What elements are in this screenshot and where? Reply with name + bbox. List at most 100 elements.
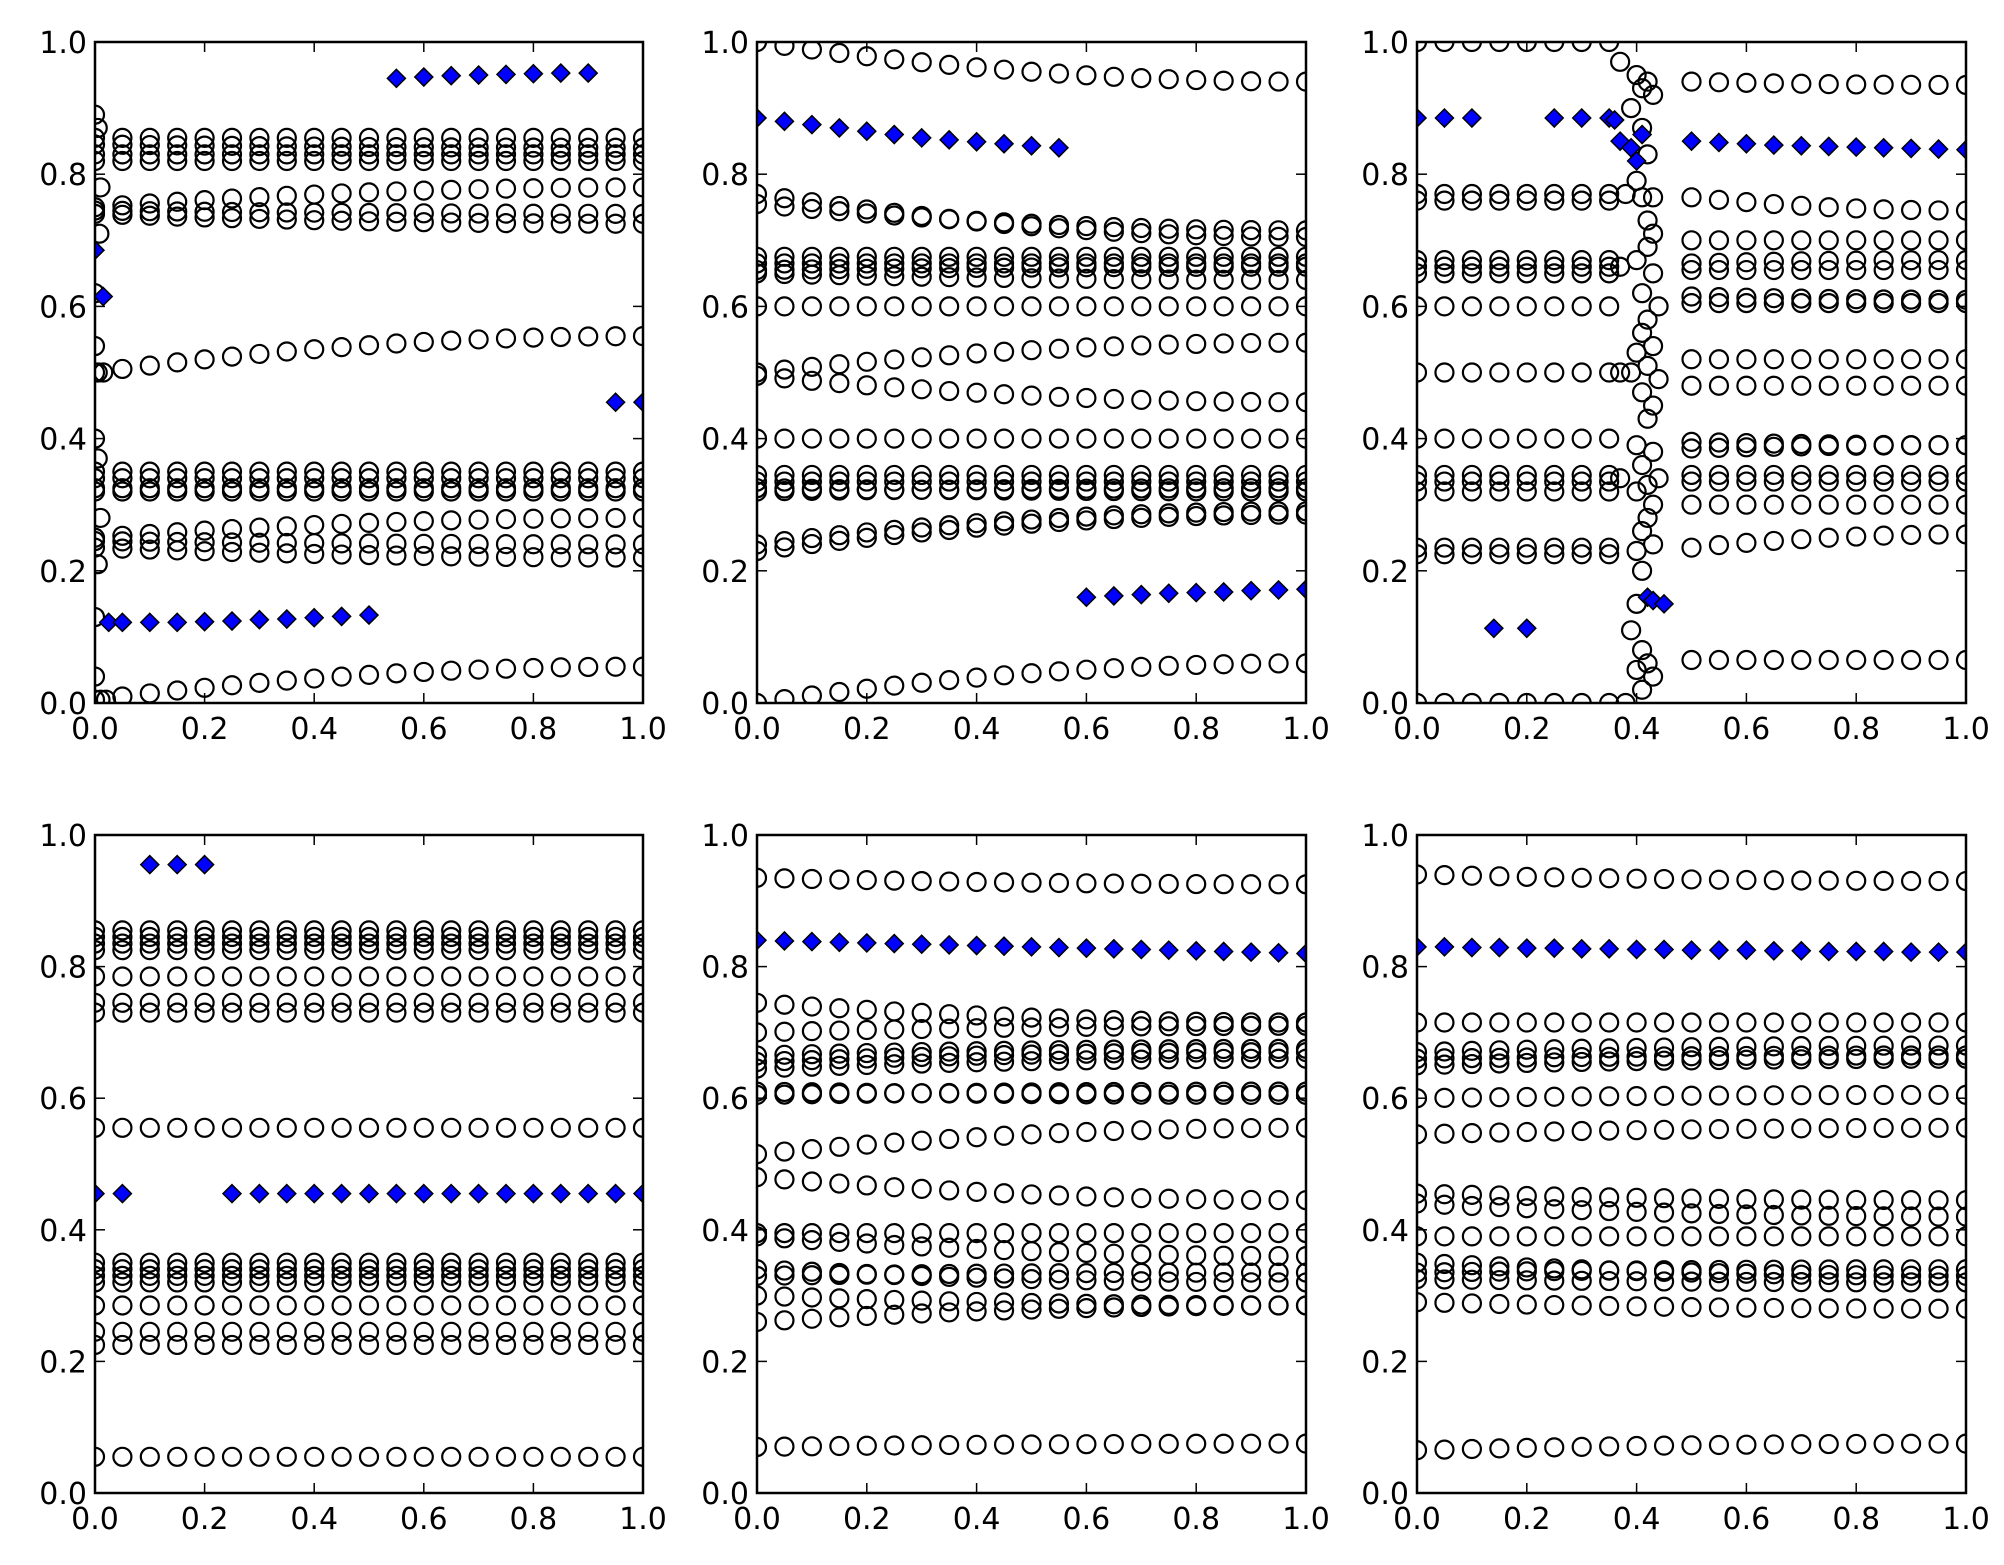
circle-point	[1213, 269, 1234, 290]
circle-point	[966, 57, 987, 78]
circle-point	[939, 1237, 960, 1258]
circle-point	[1763, 1012, 1784, 1033]
circle-point	[993, 59, 1015, 80]
circle-point	[331, 461, 352, 482]
circle-point	[966, 210, 987, 231]
circle-point	[1653, 1260, 1675, 1281]
circle-point	[441, 461, 462, 482]
circle-point	[441, 1265, 462, 1286]
circle-point	[966, 517, 987, 538]
circle-point	[1846, 435, 1867, 456]
circle-point	[468, 468, 489, 489]
circle-point	[801, 1230, 823, 1251]
circle-point	[1186, 296, 1207, 317]
circle-point	[1489, 190, 1510, 211]
circle-point	[578, 933, 599, 954]
circle-point	[1631, 560, 1653, 581]
circle-point	[1103, 246, 1124, 267]
circle-point	[386, 150, 407, 172]
circle-point	[1955, 292, 1966, 314]
circle-point	[1268, 71, 1289, 92]
circle-point	[331, 544, 352, 565]
circle-point	[1076, 1222, 1097, 1244]
circle-point	[1955, 1190, 1966, 1211]
circle-point	[1631, 283, 1653, 304]
circle-point	[757, 1265, 768, 1286]
circle-point	[1516, 1437, 1537, 1458]
circle-point	[605, 507, 626, 529]
circle-point	[221, 1002, 243, 1023]
circle-point	[632, 1321, 643, 1342]
circle-point	[856, 464, 877, 486]
circle-point	[1240, 653, 1262, 674]
circle-point	[801, 198, 823, 220]
circle-point	[95, 127, 106, 148]
diamond-point	[884, 933, 905, 954]
circle-point	[1434, 1269, 1455, 1290]
x-tick-label: 1.0	[619, 1502, 667, 1537]
circle-point	[95, 177, 111, 198]
circle-point	[468, 940, 489, 961]
circle-point	[884, 519, 905, 541]
circle-point	[95, 481, 106, 502]
circle-point	[1791, 349, 1812, 370]
circle-point	[1434, 1439, 1455, 1460]
circle-point	[523, 992, 544, 1013]
circle-point	[1928, 1206, 1949, 1227]
circle-point	[632, 547, 643, 568]
diamond-point	[1295, 579, 1306, 600]
circle-point	[829, 869, 850, 890]
circle-point	[194, 920, 215, 941]
circle-point	[358, 533, 380, 554]
circle-point	[1544, 867, 1565, 888]
diamond-point	[1846, 137, 1867, 158]
circle-point	[578, 1446, 599, 1467]
x-tick-label: 0.6	[1723, 712, 1771, 747]
circle-point	[1955, 1226, 1966, 1247]
circle-point	[757, 992, 768, 1013]
y-tick-label: 0.0	[701, 687, 749, 722]
circle-point	[757, 481, 768, 502]
circle-point	[1873, 1035, 1894, 1056]
circle-point	[1818, 527, 1839, 548]
circle-point	[331, 136, 352, 157]
circle-point	[1240, 428, 1262, 449]
diamond-point	[221, 610, 243, 632]
circle-point	[194, 1334, 215, 1356]
circle-point	[1818, 292, 1839, 314]
circle-point	[1736, 1297, 1757, 1318]
circle-point	[1653, 1050, 1675, 1071]
circle-point	[1295, 392, 1306, 413]
x-tick-label: 0.8	[510, 712, 558, 747]
circle-point	[1599, 1270, 1620, 1292]
circle-point	[1626, 1296, 1647, 1317]
circle-point	[605, 461, 626, 482]
circle-point	[939, 1302, 960, 1323]
circle-point	[139, 1259, 160, 1280]
circle-point	[331, 926, 352, 948]
circle-point	[1900, 1012, 1922, 1033]
x-tick-label: 0.4	[953, 1502, 1001, 1537]
circle-point	[1516, 190, 1537, 211]
circle-point	[1186, 1245, 1207, 1266]
circle-point	[993, 471, 1015, 492]
circle-point	[1076, 1262, 1097, 1284]
circle-point	[468, 1446, 489, 1467]
circle-point	[468, 179, 489, 200]
circle-point	[276, 202, 297, 223]
circle-point	[1599, 1012, 1620, 1033]
circle-point	[605, 1321, 626, 1342]
y-tick-label: 0.6	[1361, 1082, 1409, 1117]
circle-point	[1213, 225, 1234, 247]
circle-point	[550, 992, 571, 1013]
circle-point	[578, 326, 599, 347]
circle-point	[1186, 873, 1207, 895]
circle-point	[856, 999, 877, 1020]
circle-point	[495, 178, 517, 199]
circle-point	[1076, 1082, 1097, 1103]
diamond-point	[358, 605, 380, 626]
circle-point	[194, 349, 215, 370]
circle-point	[413, 481, 434, 502]
circle-point	[249, 1002, 270, 1023]
circle-point	[1873, 435, 1894, 456]
